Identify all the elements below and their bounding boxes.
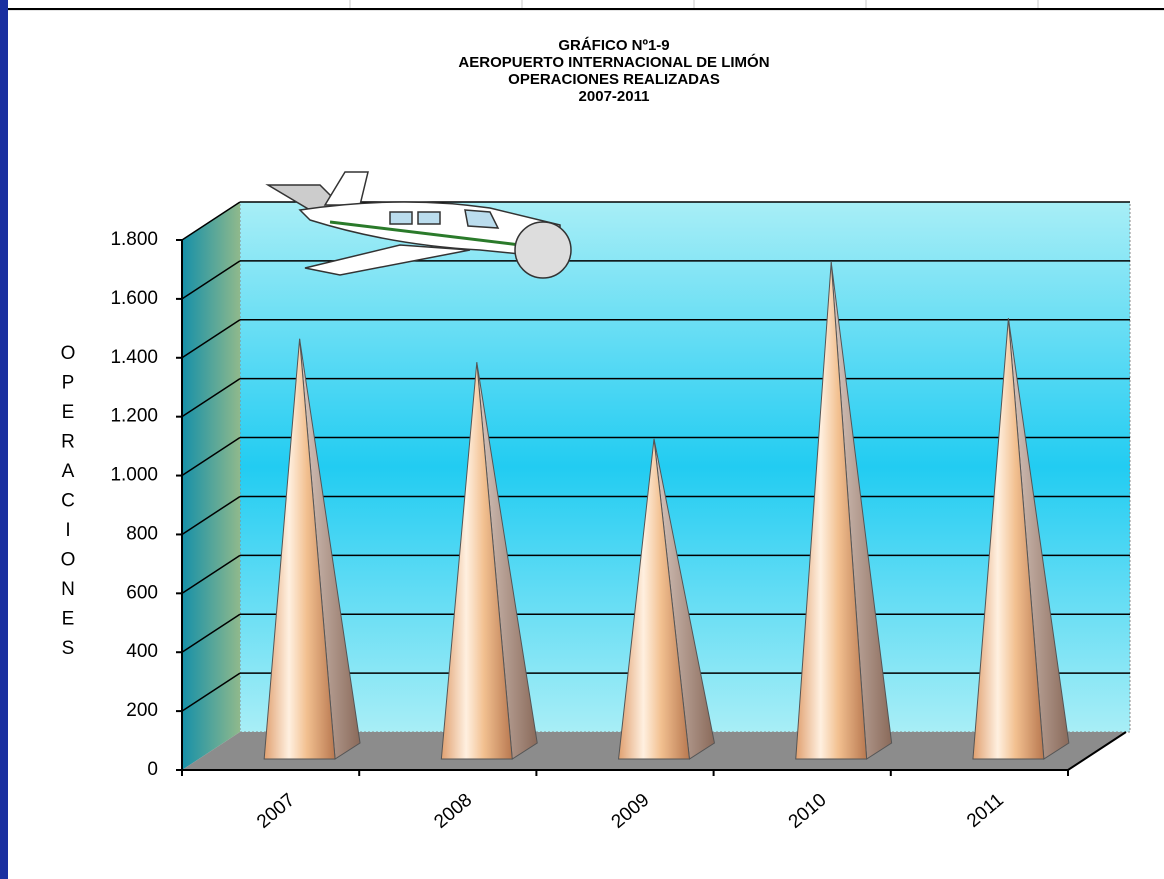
pyramid [972, 318, 1070, 760]
chart-title: GRÁFICO Nº1-9 [558, 37, 669, 54]
grid-line [181, 554, 241, 594]
y-tick-label: 1.800 [110, 229, 158, 250]
chart-title: AEROPUERTO INTERNACIONAL DE LIMÓN [458, 53, 769, 71]
x-tick-label: 2008 [430, 790, 476, 833]
pyramid-face [263, 338, 336, 760]
y-tick-label: 1.200 [110, 406, 158, 427]
pyramid [795, 262, 893, 760]
y-tick-label: 1.600 [110, 288, 158, 309]
side-wall [182, 202, 240, 770]
grid-line [181, 319, 241, 359]
grid-line [181, 436, 241, 477]
y-tick-label: 1.000 [110, 465, 158, 486]
window-border [0, 0, 8, 879]
chart-title: OPERACIONES REALIZADAS [508, 71, 720, 88]
y-tick-label: 0 [147, 759, 158, 780]
grid-line [181, 613, 241, 653]
grid-line [181, 378, 241, 418]
x-tick-label: 2011 [963, 790, 1008, 832]
grid-line [181, 672, 241, 712]
pyramid [263, 338, 361, 760]
y-tick-label: 400 [126, 641, 158, 662]
y-tick-label: 200 [126, 700, 158, 721]
pyramid-face [440, 362, 513, 760]
grid-line [181, 260, 241, 300]
pyramid-face [795, 262, 868, 760]
chart-title: 2007-2011 [579, 88, 650, 105]
grid-line [181, 201, 241, 241]
pyramid [440, 362, 538, 760]
y-tick-label: 800 [126, 523, 158, 544]
pyramid-face [972, 318, 1045, 760]
pyramid [618, 438, 715, 760]
x-tick-label: 2010 [785, 790, 831, 833]
x-tick-label: 2009 [608, 790, 654, 833]
pyramid-face [618, 438, 690, 760]
y-tick-label: 600 [126, 582, 158, 603]
y-tick-label: 1.400 [110, 347, 158, 368]
x-tick-label: 2007 [253, 790, 299, 833]
airplane [265, 171, 572, 279]
grid-line [181, 495, 241, 536]
